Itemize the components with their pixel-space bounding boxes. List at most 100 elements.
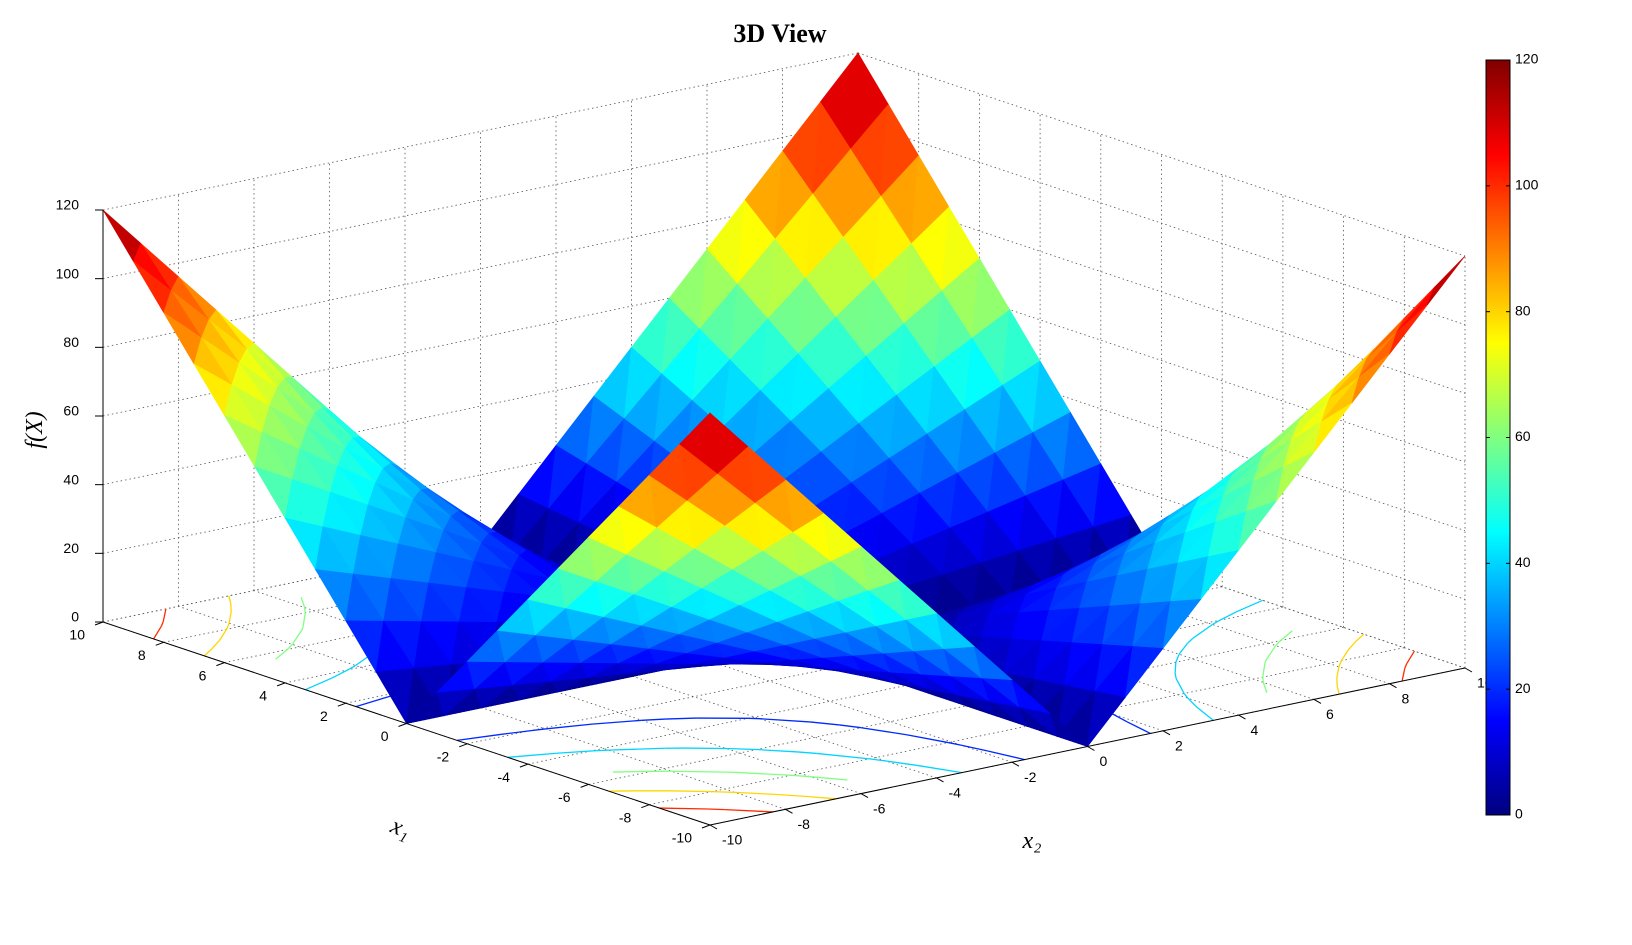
surface-patch — [1200, 549, 1240, 600]
contour-line — [275, 649, 288, 660]
contour-line — [1175, 678, 1185, 694]
colorbar-tick-label: 100 — [1515, 177, 1539, 193]
contour-line — [291, 629, 303, 645]
grid-line — [857, 327, 1466, 532]
contour-line — [659, 807, 708, 810]
contour-line — [1264, 659, 1267, 663]
contour-line — [759, 718, 810, 723]
contour-line — [302, 612, 306, 628]
tick-mark — [709, 824, 718, 830]
colorbar-tick-label: 120 — [1515, 51, 1539, 67]
contour-line — [530, 728, 546, 732]
contour-line — [707, 808, 726, 811]
colorbar-tick-label: 20 — [1515, 680, 1531, 696]
contour-line — [665, 717, 697, 720]
contour-line — [1336, 666, 1340, 679]
contour-line — [917, 764, 962, 774]
surface-patch — [1426, 255, 1466, 306]
contour-line — [301, 627, 304, 631]
surface-patch — [860, 545, 900, 591]
contour-line — [756, 748, 798, 753]
contour-line — [1336, 678, 1338, 687]
contour-line — [816, 752, 870, 760]
tick-mark — [1162, 730, 1171, 736]
y-tick-label: -10 — [722, 832, 742, 848]
x-tick-label: -6 — [558, 789, 571, 805]
y-tick-label: 6 — [1326, 706, 1334, 722]
tick-mark — [701, 824, 711, 829]
contour-line — [1174, 662, 1177, 674]
tick-mark — [1238, 714, 1246, 720]
contour-line — [1186, 637, 1194, 644]
contour-line — [303, 607, 306, 613]
x-tick-label: 2 — [320, 708, 328, 724]
contour-line — [500, 730, 531, 736]
grid-line — [857, 395, 1466, 600]
contour-line — [1126, 721, 1151, 734]
surface-patch — [898, 578, 938, 620]
tick-mark — [459, 743, 468, 748]
contour-line — [885, 760, 918, 767]
contour-line — [671, 770, 727, 773]
y-tick-label: 0 — [1100, 753, 1108, 769]
contour-line — [777, 793, 809, 798]
y-tick-label: -6 — [873, 800, 886, 816]
surface-patch — [822, 512, 862, 562]
contour-line — [1404, 663, 1408, 669]
contour-line — [1192, 623, 1213, 639]
tick-mark — [276, 682, 286, 687]
surface-patch — [785, 478, 824, 533]
z-tick-label: 100 — [56, 265, 80, 281]
surface-patch — [1358, 331, 1398, 378]
contour-line — [286, 643, 293, 650]
z-tick-label: 0 — [71, 609, 79, 625]
contour-line — [1187, 697, 1198, 708]
contour-line — [1262, 662, 1266, 678]
contour-line — [669, 790, 713, 793]
contour-line — [211, 640, 220, 650]
surface-patch — [1162, 599, 1202, 649]
contour-line — [1174, 673, 1177, 679]
contour-line — [1262, 677, 1265, 683]
surface-patch — [1396, 286, 1435, 333]
y-tick-label: -8 — [798, 816, 811, 832]
contour-line — [1265, 645, 1277, 661]
tick-mark — [155, 641, 164, 646]
contour-line — [228, 595, 232, 604]
contour-line — [612, 770, 652, 773]
x-tick-label: 4 — [259, 688, 267, 704]
tick-mark — [1011, 761, 1020, 767]
x-tick-label: 10 — [69, 627, 85, 643]
z-tick-label: 20 — [63, 540, 79, 556]
contour-line — [1401, 668, 1406, 682]
contour-line — [869, 758, 886, 762]
contour-line — [726, 747, 757, 751]
surface-patch — [709, 412, 749, 474]
x-axis-label: x₁ — [386, 813, 414, 845]
tick-mark — [936, 777, 944, 783]
x-tick-label: 0 — [381, 728, 389, 744]
x-tick-label: -2 — [437, 749, 450, 765]
y-tick-label: 2 — [1175, 738, 1183, 754]
y-tick-label: 8 — [1402, 690, 1410, 706]
contour-line — [230, 603, 232, 612]
tick-mark — [1389, 683, 1397, 689]
contour-line — [1336, 686, 1340, 695]
surface-patch — [747, 445, 786, 504]
contour-line — [906, 734, 949, 744]
contour-line — [839, 724, 862, 729]
contour-line — [203, 648, 213, 657]
grid-line — [857, 258, 1466, 463]
contour-line — [556, 750, 591, 754]
chart-title: 3D View — [733, 19, 826, 48]
contour-line — [987, 750, 1025, 761]
z-tick-label: 120 — [56, 197, 80, 213]
contour-line — [809, 721, 840, 726]
tick-mark — [337, 702, 346, 707]
contour-line — [347, 664, 356, 671]
surface-patch — [1049, 712, 1088, 747]
contour-line — [1355, 633, 1365, 642]
colorbar-tick-label: 80 — [1515, 302, 1531, 318]
surface-patch — [973, 645, 1013, 681]
x-tick-label: -10 — [672, 830, 692, 846]
